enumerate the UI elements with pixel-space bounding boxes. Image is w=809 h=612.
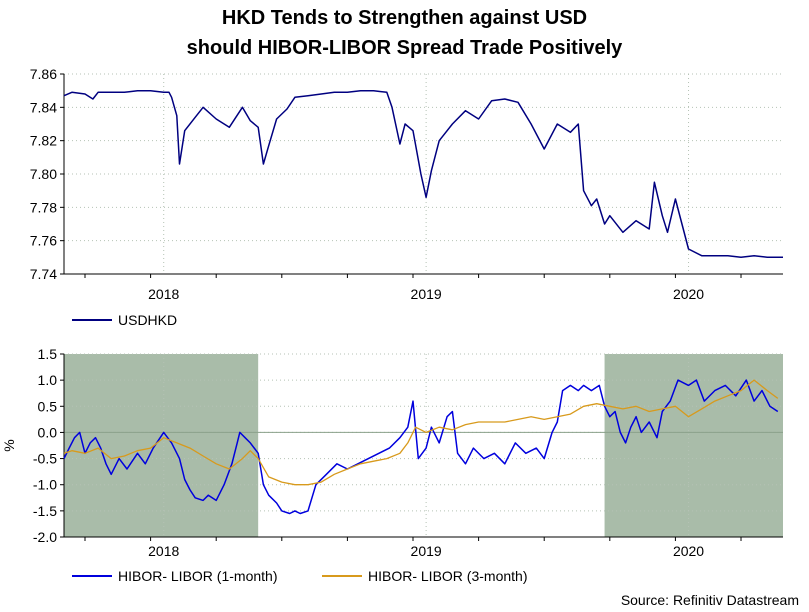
legend-label-usdhkd: USDHKD — [118, 312, 178, 328]
shaded-region-0 — [64, 354, 259, 537]
y-tick-label-4: 7.78 — [30, 199, 57, 215]
series-line-usdhkd — [63, 89, 783, 259]
legend-hibor-3m: HIBOR- LIBOR (3-month) — [322, 568, 527, 584]
x-tick-label-2: 2020 — [673, 286, 704, 302]
legend-hibor-1m: HIBOR- LIBOR (1-month) — [72, 568, 277, 584]
x-tick-label-1: 2019 — [411, 543, 442, 559]
series-line-hibor-libor-1-month- — [63, 379, 779, 515]
y-tick-label-1: 7.84 — [30, 99, 57, 115]
y-tick-label-3: 7.80 — [30, 166, 57, 182]
legend-swatch-usdhkd — [72, 319, 112, 321]
y-tick-label-6: 7.74 — [30, 266, 57, 282]
legend-swatch-hibor-3m — [322, 575, 362, 577]
y-tick-label-3: 0.0 — [38, 424, 58, 440]
hibor-libor-spread-chart: 1.5 1.0 0.5 0.0 -0.5 -1.0 -1.5 -2.0 2018 2019 2020… — [1, 346, 783, 559]
usdhkd-chart: 7.86 7.84 7.82 7.80 7.78 7.76 7.74 2018 2019 2020 — [30, 66, 783, 302]
chart-title-line-1: HKD Tends to Strengthen against USD — [221, 7, 588, 29]
y-tick-label-0: 1.5 — [38, 346, 58, 362]
legend-label-hibor-1m: HIBOR- LIBOR (1-month) — [118, 568, 278, 584]
legend-swatch-hibor-1m — [72, 575, 112, 577]
x-tick-label-0: 2018 — [148, 543, 179, 559]
x-tick-label-0: 2018 — [148, 286, 179, 302]
x-tick-label-1: 2019 — [411, 286, 442, 302]
chart-title-line-2: should HIBOR-LIBOR Spread Trade Positive… — [186, 37, 623, 59]
y-tick-label-2: 0.5 — [38, 398, 58, 414]
y-tick-label-2: 7.82 — [30, 133, 57, 149]
y-tick-label-0: 7.86 — [30, 66, 57, 82]
source-note: Source: Refinitiv Datastream — [620, 592, 799, 608]
x-tick-label-2: 2020 — [673, 543, 704, 559]
y-tick-label-7: -2.0 — [33, 529, 57, 545]
y-tick-label-5: -1.0 — [33, 477, 57, 493]
series-line-hibor-libor-3-month- — [63, 379, 779, 486]
y-axis-title: % — [1, 439, 17, 451]
y-tick-label-4: -0.5 — [33, 451, 57, 467]
y-tick-label-1: 1.0 — [38, 372, 58, 388]
legend-label-hibor-3m: HIBOR- LIBOR (3-month) — [368, 568, 528, 584]
y-tick-label-6: -1.5 — [33, 503, 57, 519]
legend-usdhkd: USDHKD — [72, 312, 177, 328]
shaded-region-1 — [604, 354, 783, 537]
y-tick-label-5: 7.76 — [30, 233, 57, 249]
